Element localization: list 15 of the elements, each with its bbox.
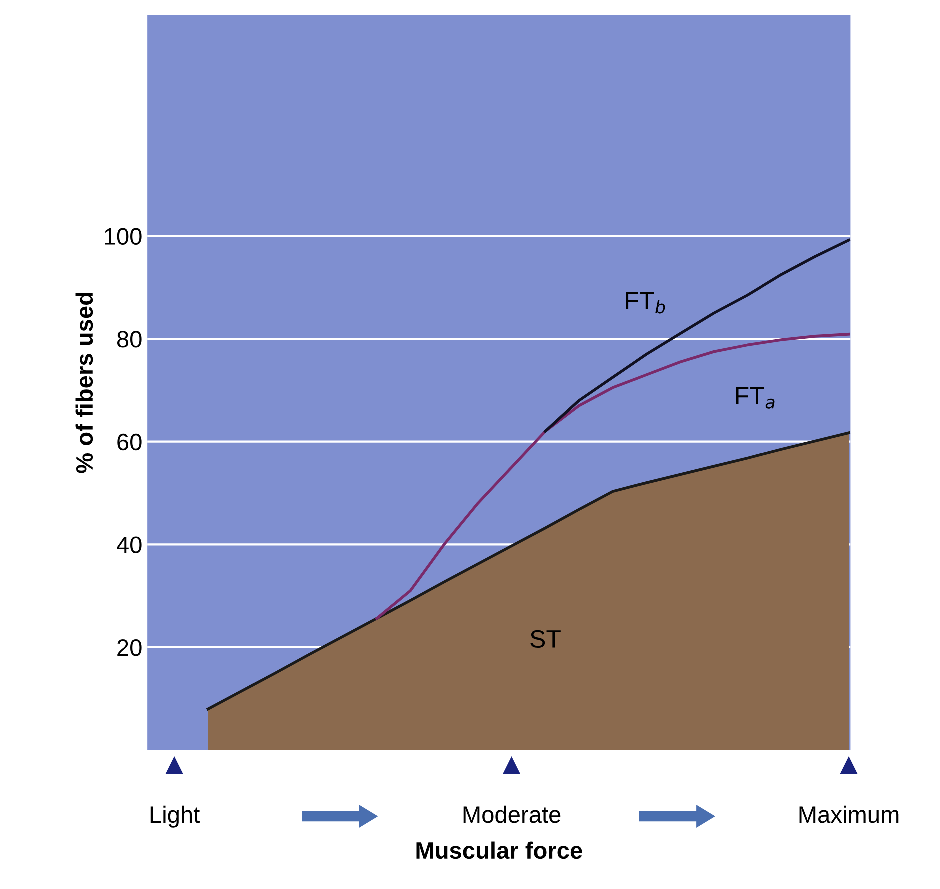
x-tick-label: Maximum xyxy=(800,806,899,824)
series-label: ST xyxy=(530,630,561,648)
line-series xyxy=(544,238,850,433)
x-axis-title: Muscular force xyxy=(416,842,582,860)
series-label: FT$_{a}$ xyxy=(736,387,775,409)
y-tick-label: 40 xyxy=(117,536,142,554)
x-tick-label: Light xyxy=(150,806,200,828)
y-tick-label: 60 xyxy=(118,434,142,451)
y-tick-label: 100 xyxy=(105,228,142,245)
line-series xyxy=(376,332,850,620)
y-axis-title: % of fibers used xyxy=(76,293,94,474)
series-label: FT$_{b}$ xyxy=(626,292,666,314)
x-tick-label: Moderate xyxy=(464,806,561,824)
y-tick-label: 80 xyxy=(117,331,142,348)
y-tick-label: 20 xyxy=(118,640,142,656)
